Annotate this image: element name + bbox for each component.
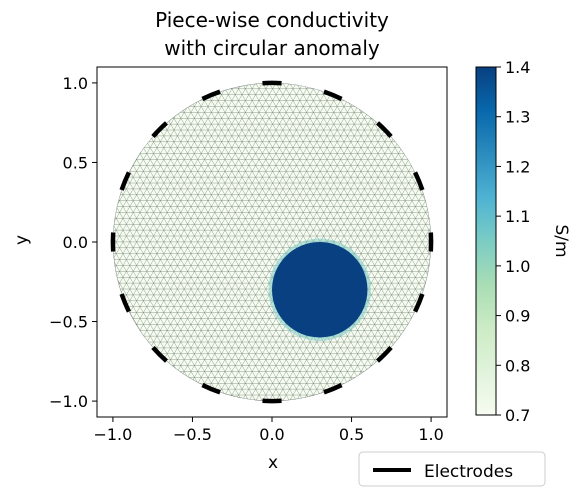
- y-tick-label: −1.0: [49, 392, 88, 411]
- electrode-10: [201, 383, 221, 395]
- x-tick-label: 0.0: [259, 425, 284, 444]
- legend: Electrodes: [358, 451, 546, 487]
- electrode-3: [376, 121, 393, 138]
- colorbar-gradient: [475, 66, 497, 416]
- y-tick-label: −0.5: [49, 313, 88, 332]
- electrode-15: [151, 121, 168, 138]
- electrode-8: [323, 383, 343, 395]
- chart-title-line-2: with circular anomaly: [164, 36, 380, 60]
- chart-title-line-1: Piece-wise conductivity: [155, 8, 389, 32]
- electrode-4: [413, 171, 425, 191]
- electrode-6: [413, 293, 425, 313]
- plot-area: [96, 66, 448, 418]
- electrode-7: [376, 346, 393, 363]
- colorbar-tick-label: 1.4: [505, 58, 530, 77]
- colorbar-label: S/m: [551, 224, 571, 257]
- colorbar-tick-label: 1.2: [505, 157, 530, 176]
- electrode-2: [323, 89, 343, 101]
- anomaly-region: [268, 238, 371, 341]
- x-axis-ticks: −1.0 −0.5 0.0 0.5 1.0: [93, 417, 444, 444]
- x-tick-label: 1.0: [418, 425, 443, 444]
- y-tick-label: 1.0: [63, 74, 88, 93]
- y-tick-label: 0.5: [63, 153, 88, 172]
- x-tick-label: −1.0: [93, 425, 132, 444]
- x-tick-label: 0.5: [339, 425, 364, 444]
- x-tick-label: −0.5: [173, 425, 212, 444]
- electrode-16: [201, 89, 221, 101]
- electrode-12: [119, 293, 131, 313]
- colorbar-tick-label: 1.0: [505, 257, 530, 276]
- colorbar-ticks: 1.4 1.3 1.2 1.1 1.0 0.9 0.8 0.7: [496, 58, 530, 425]
- electrode-14: [119, 171, 131, 191]
- anomaly-core: [272, 242, 368, 338]
- y-axis-ticks: 1.0 0.5 0.0 −0.5 −1.0: [49, 74, 97, 411]
- legend-box: [358, 451, 546, 487]
- legend-entry-electrodes: Electrodes: [424, 462, 513, 482]
- y-axis-label: y: [12, 235, 32, 245]
- x-axis-label: x: [268, 453, 278, 473]
- colorbar-tick-label: 1.1: [505, 207, 530, 226]
- colorbar-tick-label: 0.9: [505, 307, 530, 326]
- electrode-11: [151, 346, 168, 363]
- colorbar-tick-label: 0.8: [505, 356, 530, 375]
- colorbar-tick-label: 0.7: [505, 406, 530, 425]
- colorbar-tick-label: 1.3: [505, 108, 530, 127]
- colorbar: 1.4 1.3 1.2 1.1 1.0 0.9 0.8 0.7 S/m: [475, 58, 571, 425]
- electrodes: [110, 80, 434, 404]
- y-tick-label: 0.0: [63, 233, 88, 252]
